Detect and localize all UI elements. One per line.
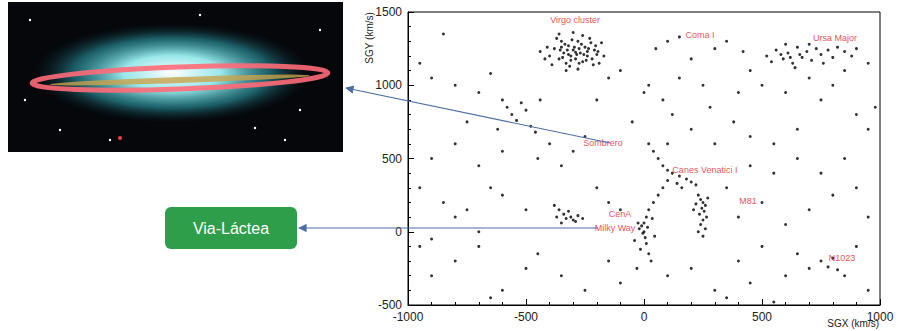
svg-text:-1000: -1000	[393, 310, 424, 324]
svg-text:SGX (km/s): SGX (km/s)	[827, 317, 879, 329]
svg-text:1000: 1000	[375, 78, 402, 92]
svg-text:Canes Venatici I: Canes Venatici I	[672, 165, 737, 175]
svg-text:-500: -500	[514, 310, 538, 324]
svg-text:Virgo cluster: Virgo cluster	[550, 15, 600, 25]
svg-text:500: 500	[382, 152, 402, 166]
svg-text:Coma I: Coma I	[685, 30, 714, 40]
svg-text:1500: 1500	[375, 5, 402, 19]
svg-text:Sombrero: Sombrero	[583, 138, 623, 148]
svg-text:N1023: N1023	[829, 253, 856, 263]
svg-text:Ursa Major: Ursa Major	[813, 33, 857, 43]
svg-text:Via-Láctea: Via-Láctea	[193, 220, 269, 237]
svg-text:Milky Way: Milky Way	[595, 223, 636, 233]
svg-text:0: 0	[641, 310, 648, 324]
svg-text:M81: M81	[739, 196, 757, 206]
svg-text:-500: -500	[378, 298, 402, 312]
svg-text:SGY (km/s): SGY (km/s)	[364, 12, 375, 63]
svg-text:CenA: CenA	[609, 209, 632, 219]
svg-text:1000: 1000	[867, 310, 894, 324]
svg-text:0: 0	[395, 225, 402, 239]
svg-text:500: 500	[752, 310, 772, 324]
